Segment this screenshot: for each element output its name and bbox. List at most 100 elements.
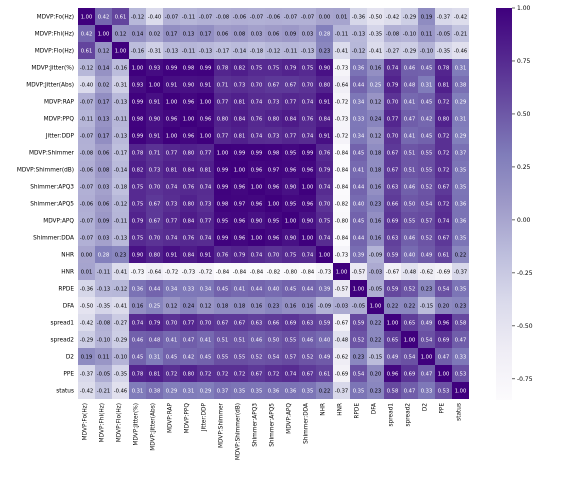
cell-value-label: 0.44 <box>353 83 365 89</box>
heatmap-cell <box>180 42 197 59</box>
row-label: Shimmer:DDA <box>33 236 74 242</box>
cell-value-label: -0.08 <box>386 32 399 38</box>
heatmap-cell <box>197 25 214 42</box>
cell-value-label: 0.99 <box>132 100 144 106</box>
heatmap-cell <box>418 195 435 212</box>
cell-value-label: -0.07 <box>165 15 178 21</box>
column-label: MDVP:Fhi(Hz) <box>100 403 106 442</box>
heatmap-cell <box>214 144 231 161</box>
heatmap-cell <box>384 246 401 263</box>
cell-value-label: -0.05 <box>97 372 110 378</box>
heatmap-cell <box>401 348 418 365</box>
heatmap-cell <box>231 246 248 263</box>
cell-value-label: 0.78 <box>132 151 144 157</box>
heatmap-cell <box>95 246 112 263</box>
heatmap-cell <box>78 127 95 144</box>
heatmap-cell <box>401 263 418 280</box>
column-label: HNR <box>338 403 344 416</box>
heatmap-cell <box>418 280 435 297</box>
cell-value-label: 0.74 <box>285 372 297 378</box>
cell-value-label: 0.54 <box>268 355 280 361</box>
heatmap-cell <box>214 110 231 127</box>
cell-value-label: 0.76 <box>251 117 263 123</box>
colorbar-tick-label: -0.50 <box>517 323 533 330</box>
cell-value-label: 0.75 <box>285 253 297 259</box>
heatmap-cell <box>129 127 146 144</box>
cell-value-label: 0.35 <box>455 236 467 242</box>
heatmap-cell <box>350 8 367 25</box>
heatmap-cell <box>129 195 146 212</box>
cell-value-label: 0.52 <box>404 287 416 293</box>
heatmap-cell <box>129 246 146 263</box>
cell-value-label: -0.10 <box>420 49 433 55</box>
heatmap-cell <box>231 59 248 76</box>
heatmap-cell <box>367 178 384 195</box>
cell-value-label: -0.29 <box>403 49 416 55</box>
heatmap-cell <box>299 178 316 195</box>
heatmap-cell <box>78 178 95 195</box>
heatmap-cell <box>112 25 129 42</box>
heatmap-cell <box>248 263 265 280</box>
heatmap-cell <box>265 331 282 348</box>
cell-value-label: -0.72 <box>335 100 348 106</box>
row-label: Shimmer:APQ3 <box>30 185 74 191</box>
cell-value-label: 0.37 <box>217 389 229 395</box>
heatmap-cell <box>180 229 197 246</box>
heatmap-cell <box>333 280 350 297</box>
heatmap-cell <box>248 314 265 331</box>
cell-value-label: 0.95 <box>268 219 280 225</box>
cell-value-label: -0.15 <box>369 355 382 361</box>
cell-value-label: 0.01 <box>81 270 93 276</box>
cell-value-label: 0.08 <box>234 32 246 38</box>
heatmap-cell <box>418 365 435 382</box>
heatmap-cell <box>112 110 129 127</box>
cell-value-label: 0.80 <box>319 83 331 89</box>
heatmap-cell <box>95 144 112 161</box>
heatmap-cell <box>231 297 248 314</box>
cell-value-label: -0.40 <box>148 15 161 21</box>
cell-value-label: 0.54 <box>438 287 450 293</box>
heatmap-cell <box>248 212 265 229</box>
cell-value-label: -0.36 <box>80 287 93 293</box>
heatmap-cell <box>265 246 282 263</box>
heatmap-cell <box>401 365 418 382</box>
row-label: MDVP:Fhi(Hz) <box>35 32 74 38</box>
cell-value-label: 0.79 <box>319 168 331 174</box>
heatmap-cell <box>78 144 95 161</box>
cell-value-label: 0.01 <box>336 15 348 21</box>
cell-value-label: 0.47 <box>183 338 195 344</box>
cell-value-label: 0.47 <box>421 372 433 378</box>
cell-value-label: 0.67 <box>149 219 161 225</box>
heatmap-cell <box>384 263 401 280</box>
heatmap-cell <box>78 348 95 365</box>
heatmap-cell <box>401 246 418 263</box>
heatmap-cell <box>265 348 282 365</box>
heatmap-cell <box>452 297 469 314</box>
column-label: Shimmer:DDA <box>304 403 310 444</box>
cell-value-label: -0.50 <box>80 304 93 310</box>
heatmap-cell <box>333 59 350 76</box>
cell-value-label: -0.09 <box>318 304 331 310</box>
heatmap-cell <box>316 127 333 144</box>
heatmap-cell <box>299 76 316 93</box>
cell-value-label: 0.59 <box>387 253 399 259</box>
heatmap-cell <box>384 331 401 348</box>
cell-value-label: 0.76 <box>183 185 195 191</box>
heatmap-cell <box>350 178 367 195</box>
cell-value-label: 0.57 <box>421 219 433 225</box>
cell-value-label: 0.54 <box>421 338 433 344</box>
cell-value-label: -0.10 <box>114 355 127 361</box>
heatmap-cell <box>384 42 401 59</box>
cell-value-label: 0.77 <box>200 151 212 157</box>
heatmap-cell <box>197 93 214 110</box>
heatmap-cell <box>435 246 452 263</box>
cell-value-label: 0.06 <box>268 32 280 38</box>
heatmap-cell <box>367 246 384 263</box>
heatmap-cell <box>316 331 333 348</box>
heatmap-cell <box>401 42 418 59</box>
heatmap-cell <box>401 25 418 42</box>
heatmap-cell <box>367 93 384 110</box>
cell-value-label: 0.72 <box>438 100 450 106</box>
colorbar-tick-label: 0.50 <box>517 111 531 118</box>
cell-value-label: -0.73 <box>182 270 195 276</box>
